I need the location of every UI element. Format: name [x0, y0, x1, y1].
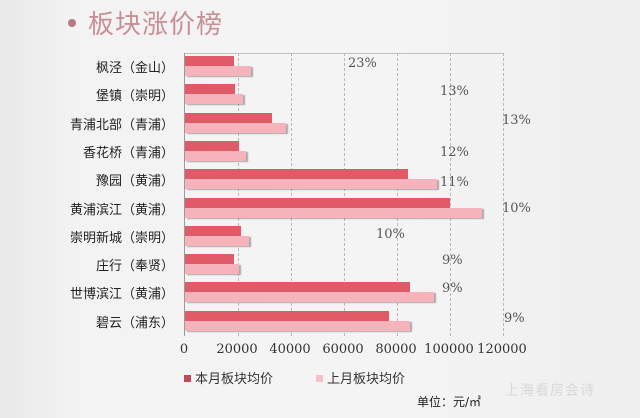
percent-label: 9%	[442, 281, 463, 296]
category-label: 碧云（浦东）	[95, 315, 174, 331]
category-label: 世博滨江（黄浦）	[69, 287, 174, 303]
bar-row	[185, 280, 503, 308]
bar-row	[185, 82, 503, 110]
bar-row	[185, 139, 503, 167]
bar-previous-month	[185, 150, 246, 161]
percent-label: 11%	[440, 175, 469, 190]
x-tick-label: 0	[179, 342, 189, 357]
chart-title: 板块涨价榜	[68, 4, 223, 41]
gridline	[503, 53, 504, 336]
bar-row	[185, 54, 503, 82]
bar-current-month	[185, 282, 411, 293]
percent-label: 9%	[504, 311, 525, 326]
percent-label: 13%	[502, 113, 531, 128]
percent-label: 13%	[440, 84, 469, 99]
bar-row	[185, 196, 503, 224]
legend-swatch-current	[184, 375, 191, 382]
bar-previous-month	[185, 235, 249, 246]
bar-current-month	[185, 84, 236, 95]
x-tick-label: 120000	[477, 342, 527, 357]
legend-label-current: 本月板块均价	[195, 372, 274, 387]
unit-label: 单位：元/㎡	[417, 395, 482, 409]
bar-current-month	[185, 310, 390, 321]
bar-previous-month	[185, 122, 286, 133]
percent-label: 23%	[348, 56, 377, 71]
chart-title-text: 板块涨价榜	[88, 10, 224, 40]
bar-current-month	[185, 254, 235, 265]
gridline	[397, 53, 398, 336]
bar-previous-month	[185, 264, 240, 275]
bar-previous-month	[185, 320, 411, 331]
bar-current-month	[185, 112, 273, 123]
gridline	[344, 53, 345, 336]
category-label: 堡镇（崇明）	[95, 89, 174, 105]
category-label: 庄行（奉贤）	[95, 259, 174, 275]
x-tick-label: 80000	[375, 342, 417, 357]
bar-previous-month	[185, 207, 482, 218]
gridline	[238, 53, 239, 336]
bar-current-month	[185, 197, 450, 208]
x-tick-label: 20000	[216, 342, 258, 357]
bar-previous-month	[185, 66, 252, 76]
bar-row	[185, 167, 503, 195]
percent-label: 10%	[376, 227, 405, 242]
x-tick-label: 100000	[424, 342, 474, 357]
bar-current-month	[185, 140, 240, 151]
x-tick-label: 40000	[269, 342, 311, 357]
legend-item-previous: 上月板块均价	[316, 368, 405, 387]
bar-current-month	[185, 169, 408, 180]
watermark: 上海看房会诗	[505, 383, 595, 399]
category-label: 枫泾（金山）	[95, 61, 174, 76]
bar-previous-month	[185, 292, 435, 303]
bar-row	[185, 111, 503, 139]
bar-current-month	[185, 225, 241, 236]
category-label: 青浦北部（青浦）	[69, 117, 174, 133]
bar-previous-month	[185, 94, 244, 105]
percent-label: 12%	[440, 145, 469, 160]
legend-swatch-previous	[316, 375, 323, 382]
percent-label: 10%	[502, 201, 531, 216]
x-tick-label: 60000	[322, 342, 364, 357]
plot-area	[184, 53, 504, 337]
bar-previous-month	[185, 179, 437, 190]
percent-label: 9%	[442, 253, 463, 268]
category-label: 豫园（黄浦）	[95, 174, 174, 190]
bar-row	[185, 252, 503, 280]
bullet-icon	[68, 19, 76, 27]
category-label: 黄浦滨江（黄浦）	[69, 202, 174, 218]
bar-row	[185, 224, 503, 252]
bar-current-month	[185, 56, 235, 66]
legend-label-previous: 上月板块均价	[327, 372, 406, 387]
gridline	[291, 53, 292, 336]
legend-item-current: 本月板块均价	[184, 368, 273, 387]
bar-row	[185, 309, 503, 337]
category-label: 崇明新城（崇明）	[69, 230, 174, 246]
category-label: 香花桥（青浦）	[82, 145, 174, 161]
gridline	[450, 53, 451, 336]
